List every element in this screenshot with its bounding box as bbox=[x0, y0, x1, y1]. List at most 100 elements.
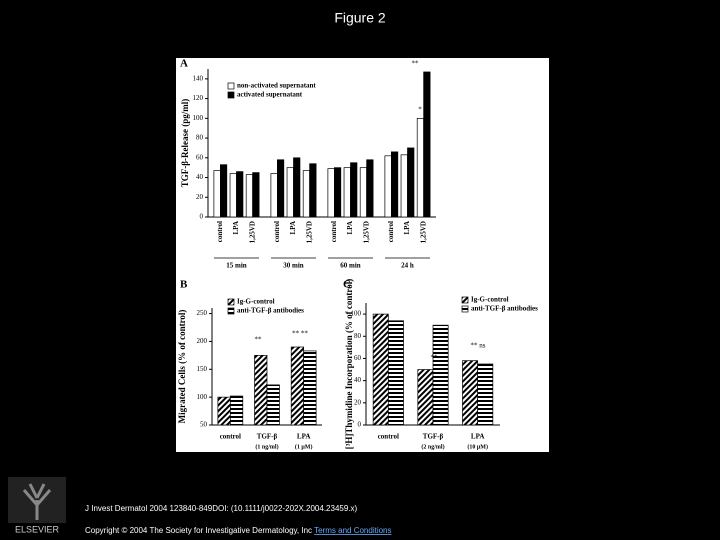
y-tick-label: 20 bbox=[196, 193, 204, 201]
y-tick-label: 60 bbox=[196, 153, 204, 161]
legend-label: activated supernatant bbox=[237, 91, 303, 99]
bar bbox=[387, 320, 404, 426]
bar bbox=[350, 162, 358, 218]
x-tick-label: control bbox=[378, 433, 399, 441]
bar bbox=[384, 155, 392, 218]
slide-title: Figure 2 bbox=[334, 10, 386, 26]
bar bbox=[432, 324, 449, 426]
x-tick-label: LPA bbox=[297, 433, 310, 441]
group-label: 15 min bbox=[226, 262, 247, 270]
figure: A TGF-β-Release (pg/ml) 0 20 40 60 80 100 120 140… bbox=[177, 58, 538, 451]
bar bbox=[254, 355, 268, 426]
legend-label: anti-TGF-β antibodies bbox=[471, 305, 538, 313]
y-tick-label: 0 bbox=[358, 421, 362, 429]
panel-label: B bbox=[180, 279, 188, 291]
legend-swatch bbox=[461, 305, 469, 313]
y-tick-label: 100 bbox=[351, 310, 362, 318]
bar bbox=[407, 147, 415, 218]
bar bbox=[229, 173, 237, 218]
y-tick-label: 80 bbox=[354, 332, 362, 340]
y-tick-label: 200 bbox=[197, 337, 208, 345]
y-tick-label: 40 bbox=[196, 173, 204, 181]
legend-swatch bbox=[227, 82, 235, 90]
bar bbox=[366, 159, 374, 218]
logo-text: ELSEVIER bbox=[15, 524, 60, 534]
x-tick-label: 1,25VD bbox=[419, 221, 427, 243]
x-sub-label: (1 ng/ml) bbox=[255, 443, 278, 450]
bar bbox=[400, 154, 408, 218]
x-tick-label: TGF-β bbox=[423, 433, 444, 441]
bar bbox=[286, 167, 294, 218]
x-tick-label: control bbox=[273, 221, 281, 242]
x-sub-label: (1 μM) bbox=[295, 443, 313, 450]
bar bbox=[309, 163, 317, 218]
y-axis-label: Migrated Cells (% of control) bbox=[177, 310, 187, 424]
group-label: 24 h bbox=[401, 262, 414, 270]
x-tick-label: TGF-β bbox=[257, 433, 278, 441]
bar bbox=[372, 313, 389, 426]
annotation: * bbox=[418, 106, 422, 114]
bar bbox=[416, 117, 425, 218]
bar bbox=[245, 174, 254, 218]
copyright-text: Copyright © 2004 The Society for Investi… bbox=[85, 526, 312, 535]
y-tick-label: 20 bbox=[354, 398, 362, 406]
x-tick-label: LPA bbox=[289, 221, 297, 234]
annotation: ** bbox=[431, 354, 439, 362]
annotation: ** ns bbox=[471, 342, 486, 350]
bar bbox=[252, 172, 260, 218]
bar bbox=[236, 171, 244, 218]
x-tick-label: LPA bbox=[471, 433, 484, 441]
x-tick-label: control bbox=[387, 221, 395, 242]
bar bbox=[462, 360, 479, 426]
legend-label: Ig-G-control bbox=[237, 298, 275, 306]
legend-swatch bbox=[227, 307, 235, 315]
bar bbox=[270, 173, 278, 218]
y-axis-label: [³H]Thymidine Incorporation (% of contro… bbox=[344, 279, 354, 450]
bar bbox=[229, 395, 244, 426]
annotation: ** bbox=[412, 60, 420, 68]
bar bbox=[220, 164, 228, 218]
y-tick-label: 250 bbox=[197, 309, 208, 317]
legend-swatch bbox=[227, 91, 235, 99]
y-tick-label: 100 bbox=[193, 114, 204, 122]
panel-label: A bbox=[180, 58, 188, 70]
legend-label: non-activated supernatant bbox=[237, 82, 316, 90]
copyright: Copyright © 2004 The Society for Investi… bbox=[85, 526, 392, 535]
terms-link[interactable]: Terms and Conditions bbox=[314, 526, 391, 535]
legend-label: Ig-G-control bbox=[471, 296, 509, 304]
x-tick-label: LPA bbox=[403, 221, 411, 234]
bar bbox=[293, 157, 301, 218]
y-tick-label: 40 bbox=[354, 376, 362, 384]
bar bbox=[213, 170, 221, 218]
y-tick-label: 120 bbox=[193, 94, 204, 102]
bar bbox=[277, 159, 285, 218]
citation: J Invest Dermatol 2004 123840-849DOI: (1… bbox=[85, 504, 358, 513]
y-tick-label: 150 bbox=[197, 365, 208, 373]
annotation: ** ** bbox=[292, 330, 308, 338]
bar bbox=[266, 384, 280, 426]
x-tick-label: 1,25VD bbox=[305, 221, 313, 243]
y-tick-label: 0 bbox=[200, 213, 204, 221]
x-tick-label: LPA bbox=[232, 221, 240, 234]
legend-swatch bbox=[461, 296, 469, 304]
x-sub-label: (2 ng/ml) bbox=[421, 443, 444, 450]
x-tick-label: 1,25VD bbox=[362, 221, 370, 243]
bar bbox=[423, 71, 431, 218]
y-axis-label: TGF-β-Release (pg/ml) bbox=[180, 99, 190, 187]
panel-label: C bbox=[343, 279, 351, 291]
bar bbox=[217, 396, 231, 426]
x-sub-label: (10 μM) bbox=[467, 443, 488, 450]
bar bbox=[302, 170, 311, 218]
bar bbox=[334, 167, 342, 218]
y-tick-label: 80 bbox=[196, 134, 204, 142]
y-tick-label: 50 bbox=[200, 421, 208, 429]
y-tick-label: 140 bbox=[193, 74, 204, 82]
bar bbox=[359, 167, 368, 218]
legend-swatch bbox=[227, 298, 235, 306]
legend-label: anti-TGF-β antibodies bbox=[237, 307, 304, 315]
bar bbox=[290, 346, 305, 426]
group-label: 60 min bbox=[340, 262, 361, 270]
x-tick-label: control bbox=[220, 433, 241, 441]
x-tick-label: 1,25VD bbox=[248, 221, 256, 243]
